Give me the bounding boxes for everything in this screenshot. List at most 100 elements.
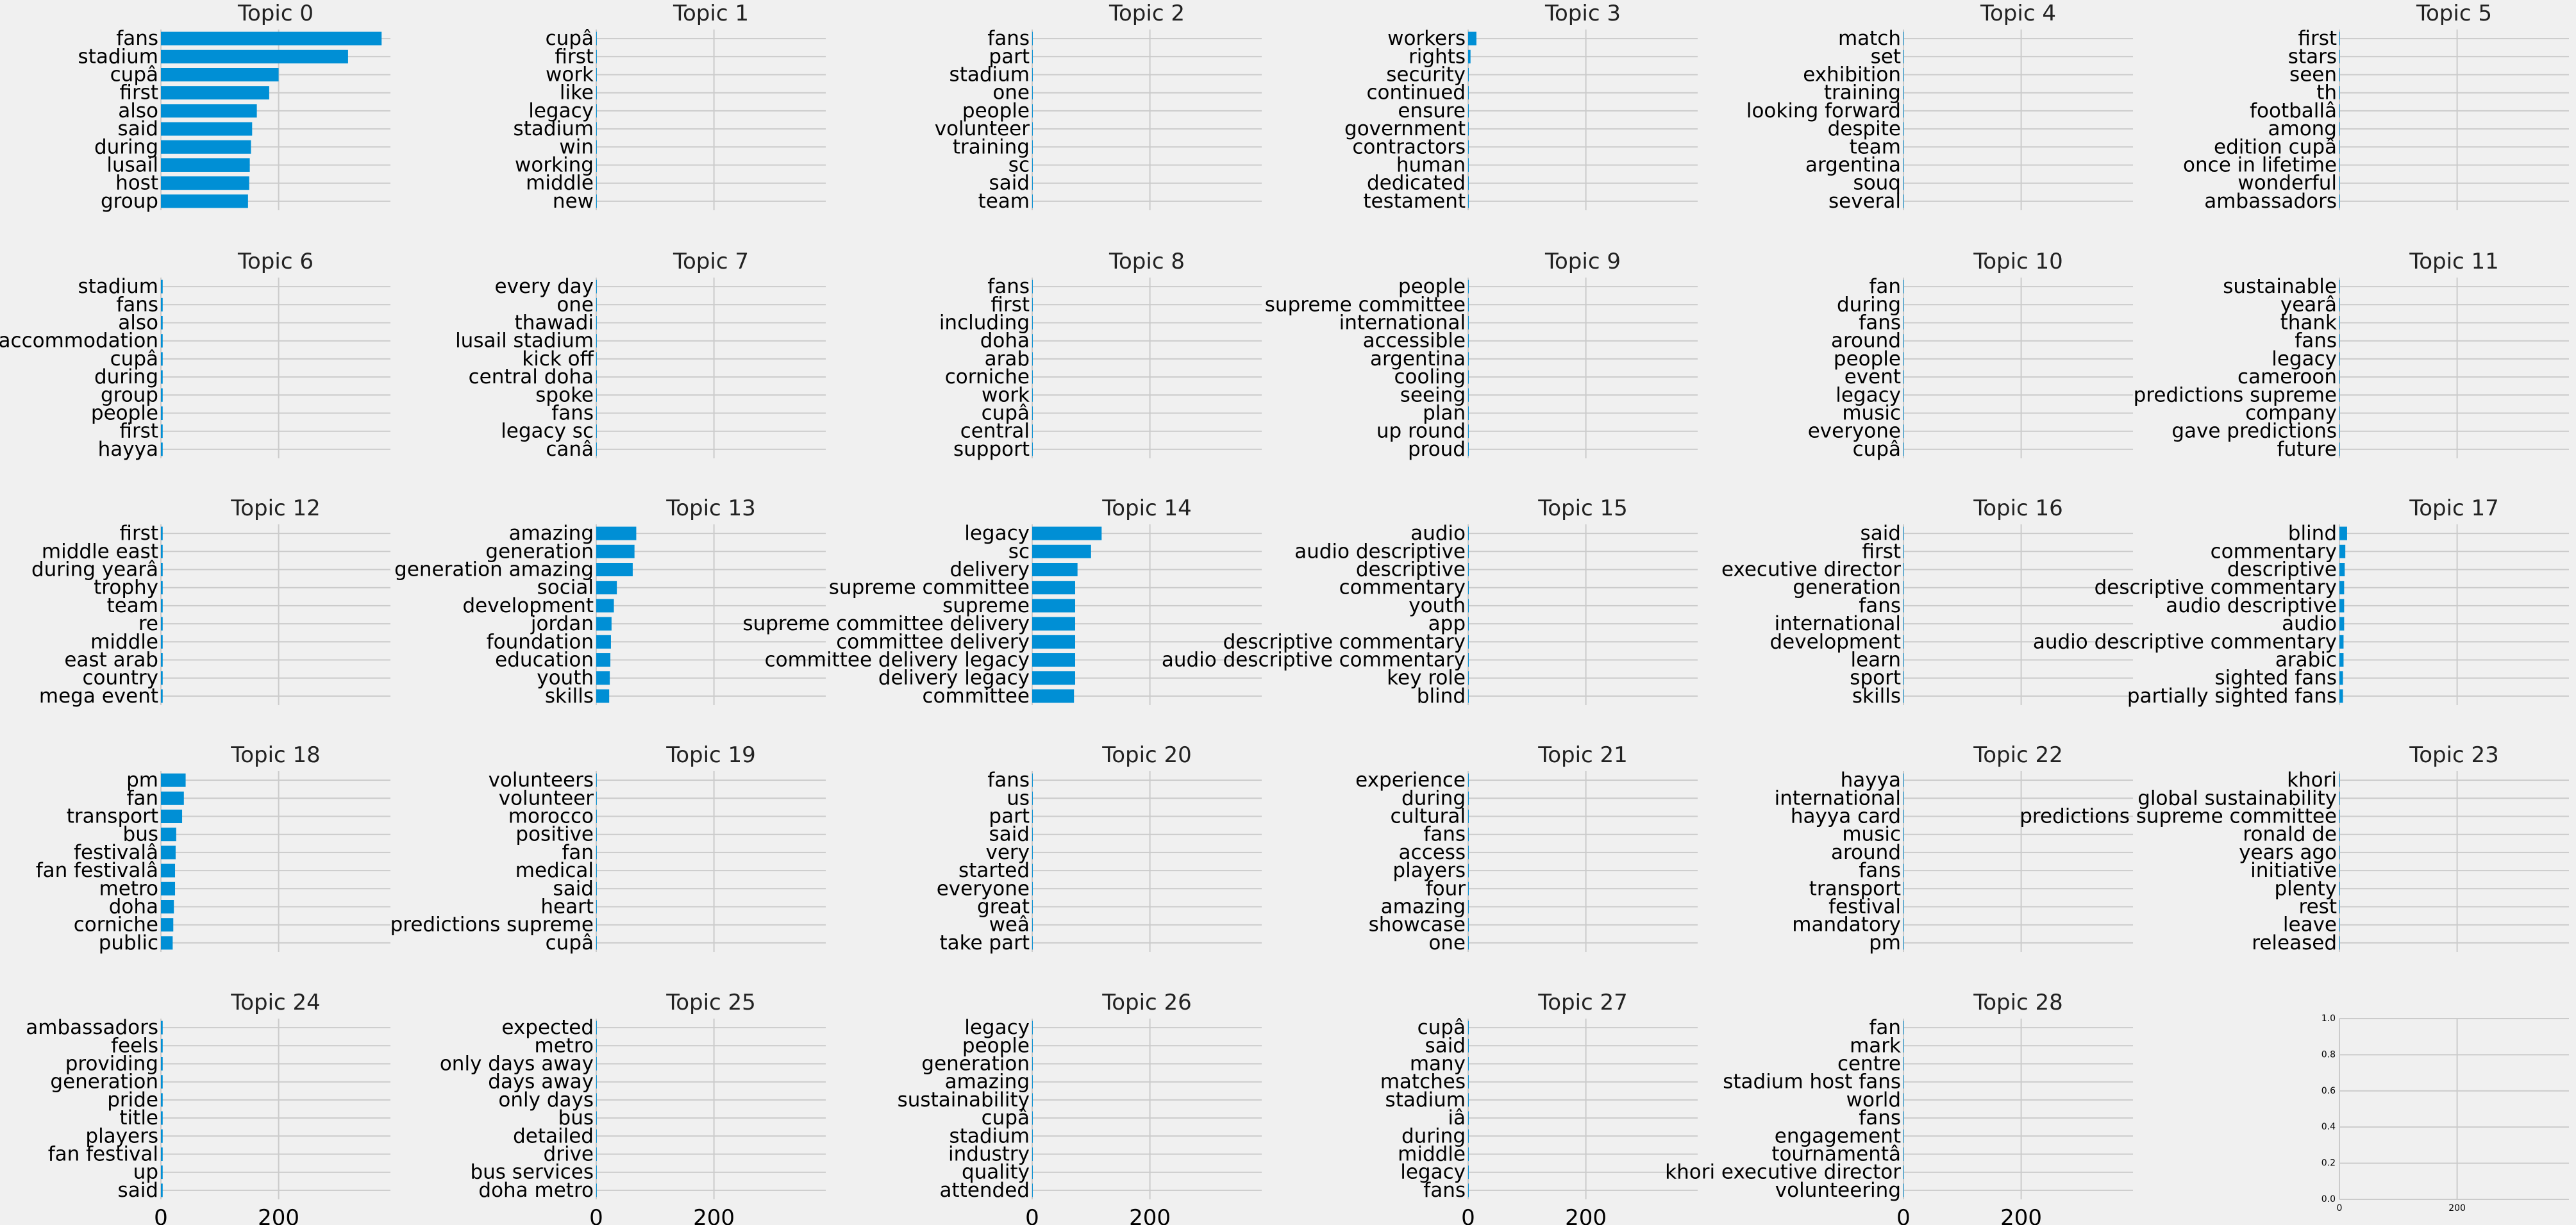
bar — [1903, 388, 1904, 402]
bar — [596, 424, 597, 438]
bar — [1032, 599, 1076, 613]
bar — [1468, 334, 1469, 348]
y-tick-label: 1.0 — [2321, 1013, 2336, 1024]
category-label: part — [989, 45, 1030, 68]
category-label: stadium — [514, 117, 594, 140]
bar — [596, 388, 597, 402]
bar — [1903, 297, 1904, 312]
category-label: stadium — [1385, 1088, 1466, 1112]
bar — [1032, 581, 1076, 595]
category-label: audio descriptive — [1294, 540, 1466, 563]
category-label: also — [118, 99, 158, 122]
category-label: continued — [1367, 81, 1466, 104]
category-label: audio descriptive — [2166, 594, 2337, 617]
bar — [161, 279, 163, 294]
bar — [161, 31, 382, 46]
category-label: international — [1339, 312, 1466, 335]
bar — [1903, 424, 1904, 438]
bar — [1468, 846, 1469, 860]
bar — [1032, 140, 1033, 154]
bar — [1032, 104, 1033, 118]
bar — [1903, 1183, 1904, 1197]
category-label: hayya card — [1791, 805, 1901, 828]
bar — [161, 1057, 163, 1071]
category-label: said — [989, 172, 1030, 195]
bar — [1032, 1075, 1033, 1089]
bar — [2339, 406, 2340, 420]
category-label: descriptive — [1356, 558, 1466, 581]
category-label: amazing — [1381, 896, 1466, 919]
category-label: development — [1770, 630, 1902, 653]
bar — [2339, 158, 2340, 172]
category-label: fan — [126, 787, 158, 810]
category-label: during — [1401, 787, 1466, 810]
category-label: sc — [1008, 540, 1030, 563]
bar — [1032, 158, 1033, 172]
bar — [1468, 1021, 1469, 1035]
bar — [1468, 936, 1469, 950]
x-tick-label: 0 — [1025, 1205, 1039, 1225]
bar — [2339, 828, 2340, 842]
bar — [1032, 1147, 1033, 1161]
bar — [161, 1183, 163, 1197]
category-label: key role — [1387, 667, 1466, 690]
category-label: stadium — [78, 45, 158, 68]
category-label: fans — [2295, 329, 2337, 353]
category-label: team — [107, 594, 158, 617]
axes-background — [596, 278, 826, 458]
bar — [1032, 810, 1033, 823]
bar — [1903, 316, 1904, 329]
x-tick-label: 0 — [589, 1205, 603, 1225]
bar — [1032, 526, 1102, 540]
bar — [161, 846, 176, 860]
category-label: volunteering — [1775, 1179, 1901, 1202]
bar — [1903, 563, 1904, 576]
bar — [1468, 406, 1469, 420]
category-label: contractors — [1352, 135, 1466, 158]
bar — [1032, 1057, 1033, 1071]
axes-background — [161, 524, 390, 705]
axes-background — [2339, 29, 2569, 210]
category-label: during — [94, 365, 158, 388]
bar — [161, 936, 173, 950]
bar — [1903, 1147, 1904, 1161]
category-label: supreme committee — [829, 576, 1030, 599]
bar — [1468, 617, 1469, 631]
category-label: first — [991, 293, 1030, 316]
category-label: cupâ — [546, 27, 594, 50]
category-label: fans — [1859, 312, 1901, 335]
bar — [1468, 194, 1469, 208]
bar — [2339, 122, 2340, 136]
bar — [161, 297, 163, 312]
bar — [596, 140, 597, 154]
category-label: everyone — [937, 877, 1030, 900]
bar — [1468, 1057, 1469, 1071]
bar — [1468, 388, 1469, 402]
axes-background — [1032, 29, 1262, 210]
axes-background — [161, 771, 390, 952]
bar — [1032, 544, 1091, 558]
category-label: central doha — [469, 365, 594, 388]
category-label: stars — [2288, 45, 2337, 68]
bar — [596, 158, 597, 172]
bar — [1032, 31, 1033, 46]
category-label: work — [546, 63, 594, 87]
bar — [596, 194, 597, 208]
bar — [1903, 635, 1904, 649]
bar — [1032, 68, 1033, 81]
bar — [1032, 1111, 1033, 1125]
bar — [161, 1038, 163, 1053]
category-label: generation — [921, 1053, 1030, 1076]
y-tick-label: 0.2 — [2321, 1158, 2336, 1169]
bar — [1903, 863, 1904, 878]
subplot-title: Topic 13 — [665, 496, 756, 521]
topic-subplot: fansfirstincludingdohaarabcornicheworkcu… — [939, 249, 1262, 461]
axes-background — [1032, 278, 1262, 458]
category-label: around — [1831, 841, 1901, 864]
category-label: one — [992, 81, 1030, 104]
bar — [2339, 388, 2340, 402]
category-label: morocco — [508, 805, 594, 828]
category-label: predictions supreme — [2134, 383, 2337, 406]
category-label: rest — [2299, 896, 2337, 919]
